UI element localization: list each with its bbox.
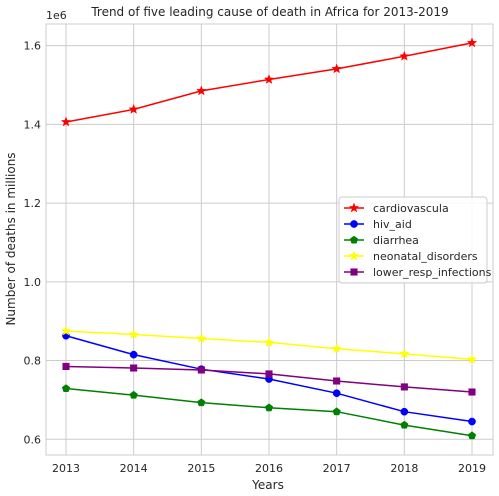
- legend-entry: neonatal_disorders: [344, 250, 478, 263]
- legend-label: hiv_aid: [373, 218, 412, 231]
- data-point: [333, 377, 341, 385]
- data-point: [197, 366, 205, 374]
- data-point: [130, 364, 138, 372]
- legend-entry: hiv_aid: [344, 218, 412, 231]
- legend-label: neonatal_disorders: [373, 250, 478, 263]
- series-neonatal_disorders: [60, 325, 478, 364]
- legend-entry: cardiovascula: [344, 202, 449, 215]
- chart-title: Trend of five leading cause of death in …: [90, 5, 448, 19]
- data-point: [62, 362, 70, 370]
- data-point: [197, 398, 206, 407]
- x-tick-label: 2017: [323, 462, 351, 475]
- data-point: [468, 417, 476, 426]
- data-point: [468, 388, 476, 396]
- x-tick-label: 2015: [187, 462, 215, 475]
- data-point: [128, 103, 139, 114]
- series-cardiovascula: [60, 37, 478, 127]
- series-diarrhea: [61, 384, 477, 440]
- y-axis-label: Number of deaths in millions: [4, 152, 18, 325]
- legend-marker: [350, 268, 358, 276]
- data-point: [128, 329, 139, 340]
- legend: cardiovascula hiv_aid diarrhea neonatal_dis…: [338, 196, 492, 284]
- x-tick-label: 2016: [255, 462, 283, 475]
- legend-entry: diarrhea: [344, 234, 419, 247]
- series-lower_resp_infections: [62, 362, 476, 396]
- legend-box: [338, 196, 488, 284]
- data-point: [331, 343, 342, 354]
- data-point: [196, 332, 207, 343]
- legend-label: cardiovascula: [373, 202, 449, 215]
- y-tick-label: 1.6: [24, 40, 42, 53]
- data-point: [129, 350, 138, 359]
- grid: [46, 24, 493, 455]
- data-point: [264, 403, 274, 412]
- data-point: [400, 407, 409, 416]
- y-offset-label: 1e6: [46, 9, 67, 22]
- x-axis-label: Years: [251, 478, 284, 492]
- y-tick-label: 1.0: [24, 276, 42, 289]
- legend-marker: [348, 202, 360, 213]
- data-point: [332, 407, 341, 416]
- legend-marker: [349, 235, 359, 244]
- data-point: [466, 353, 478, 364]
- y-tick-label: 1.4: [24, 118, 42, 131]
- legend-label: lower_resp_infections: [373, 266, 492, 279]
- legend-marker: [348, 250, 360, 261]
- x-tick-label: 2013: [52, 462, 80, 475]
- legend-marker: [350, 220, 358, 228]
- data-point: [265, 370, 273, 378]
- y-tick-label: 0.6: [24, 433, 42, 446]
- x-tick-label: 2014: [120, 462, 148, 475]
- legend-label: diarrhea: [373, 234, 419, 247]
- data-point: [332, 389, 341, 398]
- x-tick-label: 2019: [458, 462, 486, 475]
- y-tick-label: 0.8: [24, 355, 42, 368]
- data-point: [467, 431, 477, 440]
- data-point: [196, 85, 207, 96]
- data-point: [400, 383, 408, 391]
- data-point: [399, 348, 410, 359]
- data-point: [331, 63, 342, 74]
- data-point: [400, 420, 409, 429]
- data-point: [60, 116, 72, 127]
- x-tick-label: 2018: [390, 462, 418, 475]
- axes: 2013 2014 2015 2016 2017 2018 2019 0.6 0.8 1.0 1.2…: [24, 40, 487, 475]
- legend-entry: lower_resp_infections: [344, 266, 492, 279]
- data-point: [60, 325, 72, 336]
- data-point: [129, 390, 138, 399]
- data-point: [263, 73, 275, 84]
- data-point: [399, 50, 410, 61]
- data-point: [61, 384, 71, 392]
- series-layer: [60, 37, 478, 440]
- y-tick-label: 1.2: [24, 197, 42, 210]
- data-point: [263, 336, 275, 347]
- data-point: [466, 37, 478, 48]
